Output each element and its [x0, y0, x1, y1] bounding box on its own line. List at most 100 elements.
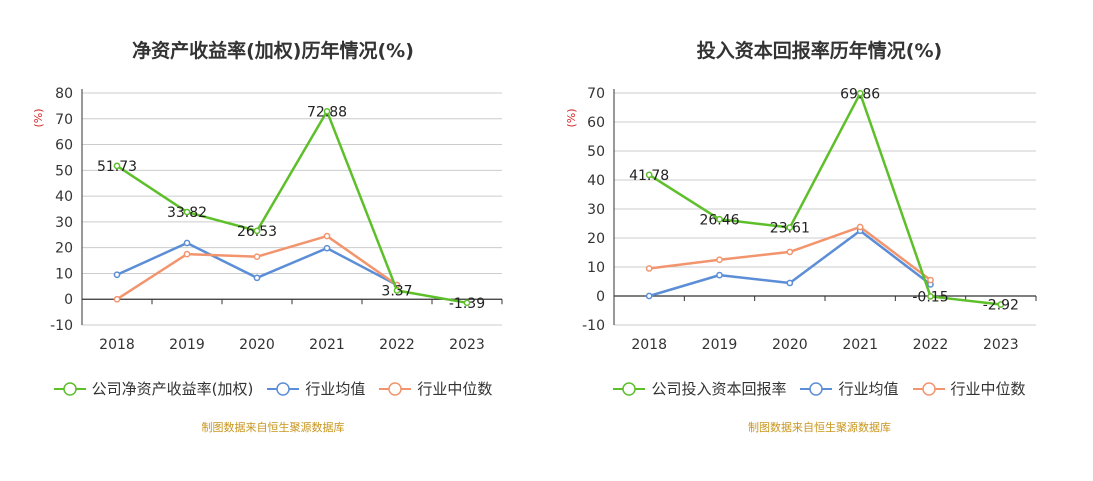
- chart-title: 净资产收益率(加权)历年情况(%): [132, 40, 414, 62]
- legend-item[interactable]: 行业均值: [267, 378, 365, 399]
- data-label: 33.82: [167, 205, 207, 221]
- data-point: [645, 171, 653, 179]
- y-tick-label: 70: [55, 112, 73, 128]
- y-tick-label: 20: [55, 241, 73, 257]
- legend-marker-icon: [379, 381, 412, 396]
- series-line-0: [648, 92, 1001, 306]
- y-axis-label: (%): [32, 108, 45, 127]
- legend-item[interactable]: 公司投入资本回报率: [613, 378, 786, 399]
- legend-label: 公司投入资本回报率: [651, 380, 787, 398]
- x-tick-label: 2021: [842, 337, 878, 353]
- legend-item[interactable]: 行业均值: [800, 378, 899, 399]
- data-point: [786, 224, 794, 231]
- y-tick-label: -10: [50, 318, 73, 334]
- x-tick-label: 2021: [309, 337, 345, 353]
- source-note: 制图数据来自恒生聚源数据库: [201, 421, 345, 434]
- legend-marker-icon: [53, 381, 86, 396]
- data-point: [113, 162, 121, 170]
- chart-legend: 公司净资产收益率(加权) 行业均值 行业中位数: [0, 378, 546, 399]
- y-tick-label: -10: [582, 318, 605, 334]
- x-tick-label: 2020: [239, 337, 275, 353]
- y-tick-label: 30: [55, 215, 73, 231]
- data-point: [253, 227, 261, 235]
- x-tick-label: 2022: [379, 337, 415, 353]
- legend-item[interactable]: 行业中位数: [379, 378, 492, 399]
- x-tick-label: 2023: [983, 337, 1019, 353]
- y-tick-label: 10: [587, 260, 605, 276]
- data-point: [463, 299, 471, 307]
- chart-title: 投入资本回报率历年情况(%): [696, 40, 943, 62]
- data-label: 23.61: [770, 221, 810, 237]
- y-tick-label: 10: [55, 266, 73, 282]
- data-point: [927, 276, 934, 284]
- legend-circle: [276, 381, 291, 396]
- data-label: 41.78: [629, 168, 669, 184]
- legend-marker-icon: [267, 381, 300, 396]
- data-point: [183, 250, 191, 258]
- legend-circle: [388, 381, 403, 396]
- data-point: [323, 108, 331, 115]
- x-tick-label: 2020: [772, 337, 808, 353]
- x-tick-label: 2023: [449, 337, 485, 353]
- roe-line-chart: -10 0 10 20 30 40 50 60 70 80 (%) 2018 2019 2020 2021 2…: [32, 86, 503, 353]
- data-label: 72.88: [307, 104, 347, 120]
- y-tick-label: 80: [55, 86, 73, 102]
- legend-circle: [809, 381, 824, 396]
- data-point: [113, 271, 121, 279]
- legend-marker-icon: [613, 381, 646, 396]
- y-tick-label: 70: [587, 86, 605, 102]
- legend-marker-icon: [912, 381, 945, 396]
- data-label: -1.39: [449, 296, 485, 312]
- roic-line-chart: -10 0 10 20 30 40 50 60 70 (%) 2018 2019 2020 2021 202…: [565, 86, 1037, 353]
- data-label: 51.73: [97, 159, 137, 175]
- data-label: 69.86: [840, 86, 880, 102]
- data-label: -2.92: [983, 297, 1019, 313]
- data-point: [253, 274, 261, 282]
- legend-item[interactable]: 行业中位数: [912, 378, 1026, 399]
- series-line-0: [116, 110, 468, 305]
- y-tick-label: 20: [587, 231, 605, 247]
- data-point: [786, 279, 794, 287]
- y-tick-label: 60: [587, 115, 605, 131]
- data-label: 26.53: [237, 224, 277, 240]
- series-line-2: [116, 234, 398, 301]
- legend-item[interactable]: 公司净资产收益率(加权): [53, 378, 254, 399]
- legend-marker-icon: [800, 381, 833, 396]
- y-tick-label: 40: [587, 173, 605, 189]
- data-point: [997, 301, 1005, 308]
- data-point: [716, 215, 723, 223]
- roe-chart-panel: 净资产收益率(加权)历年情况(%) -10 0 10 20 30 40 50 60 70 80 (%…: [0, 0, 546, 481]
- data-point: [716, 256, 723, 264]
- y-tick-label: 60: [55, 138, 73, 154]
- data-point: [323, 232, 331, 240]
- x-tick-label: 2019: [702, 337, 738, 353]
- data-label: 26.46: [699, 212, 739, 228]
- data-point: [716, 271, 723, 279]
- y-axis-label: (%): [565, 108, 578, 127]
- data-point: [856, 223, 864, 231]
- data-point: [113, 295, 121, 303]
- x-tick-label: 2019: [169, 337, 205, 353]
- x-tick-label: 2018: [631, 337, 667, 353]
- data-point: [856, 90, 864, 97]
- legend-circle: [622, 381, 637, 396]
- y-tick-label: 0: [596, 289, 605, 305]
- legend-label: 行业中位数: [417, 380, 493, 398]
- data-point: [323, 244, 331, 252]
- data-point: [253, 253, 261, 261]
- data-label: -0.15: [912, 289, 948, 305]
- x-tick-label: 2018: [99, 337, 135, 353]
- legend-label: 行业均值: [838, 380, 899, 398]
- y-tick-label: 40: [55, 189, 73, 205]
- y-tick-label: 0: [64, 292, 73, 308]
- legend-label: 公司净资产收益率(加权): [91, 380, 254, 398]
- y-tick-label: 30: [587, 202, 605, 218]
- source-note: 制图数据来自恒生聚源数据库: [748, 421, 891, 434]
- data-point: [786, 248, 794, 256]
- data-point: [927, 293, 934, 300]
- y-tick-label: 50: [587, 144, 605, 160]
- data-point: [393, 287, 401, 294]
- data-point: [645, 265, 653, 272]
- data-point: [645, 292, 653, 300]
- legend-circle: [62, 381, 77, 396]
